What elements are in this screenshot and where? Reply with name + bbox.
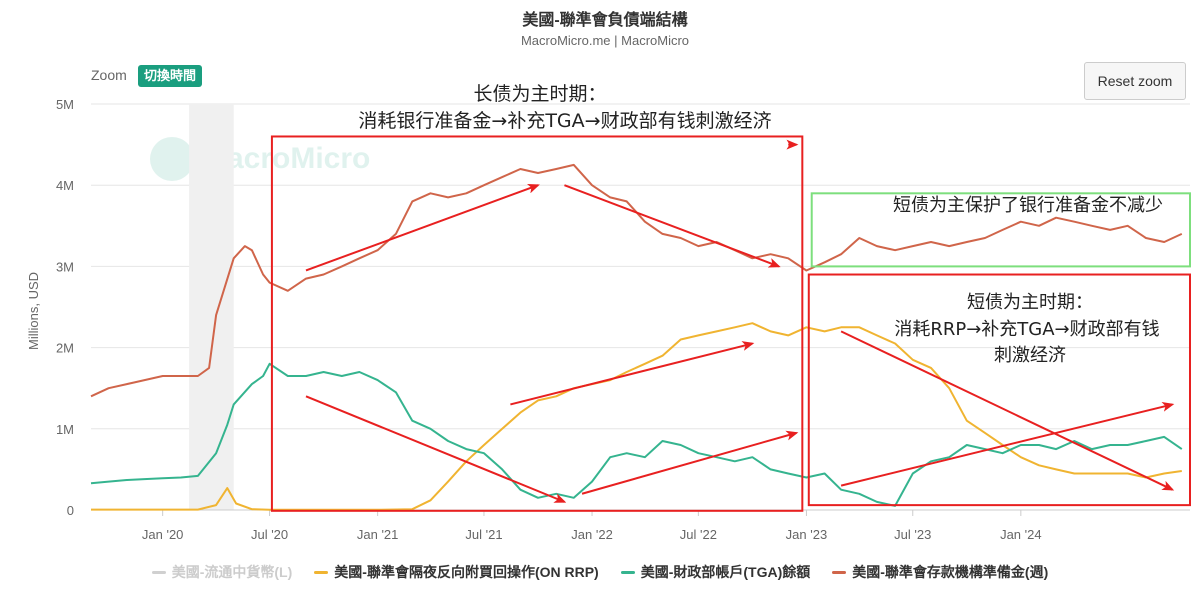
zoom-label: Zoom xyxy=(91,67,127,83)
x-tick-label: Jan '20 xyxy=(142,527,184,542)
x-tick-label: Jan '24 xyxy=(1000,527,1042,542)
x-tick-label: Jul '22 xyxy=(680,527,717,542)
legend-swatch xyxy=(620,570,635,574)
y-axis-ticks: 0 1M 2M 3M 4M 5M xyxy=(56,97,74,518)
y-tick-label: 0 xyxy=(67,503,74,518)
chart-title: 美國-聯準會負債端結構 xyxy=(522,12,688,29)
annotation-boxes xyxy=(270,135,1191,512)
recession-band xyxy=(189,104,234,510)
y-tick-label: 2M xyxy=(56,341,74,356)
annotation-arrow-1 xyxy=(564,184,781,268)
x-tick-label: Jul '21 xyxy=(465,527,502,542)
series-lines[interactable] xyxy=(90,163,1183,511)
y-tick-label: 1M xyxy=(56,422,74,437)
legend-label: 美國-聯準會隔夜反向附買回操作(ON RRP) xyxy=(334,564,599,580)
legend-swatch xyxy=(314,570,329,574)
x-tick-label: Jul '23 xyxy=(894,527,931,542)
legend-label: 美國-聯準會存款機構準備金(週) xyxy=(852,564,1049,580)
chart-subtitle: MacroMicro.me | MacroMicro xyxy=(520,33,690,48)
x-axis-ticks: Jan '20 Jul '20 Jan '21 Jul '21 Jan '22 Jul '… xyxy=(91,509,1190,542)
legend-label: 美國-財政部帳戶(TGA)餘額 xyxy=(640,564,811,580)
annotation-short-protect: 短债为主保护了银行准备金不减少 xyxy=(893,195,1163,216)
legend-swatch xyxy=(832,570,847,574)
legend-item-reserves[interactable]: 美國-聯準會存款機構準備金(週) xyxy=(832,562,1048,582)
chart-canvas: 0 1M 2M 3M 4M 5M Jan '20 Jul '20 Jan '21 Jul '21… xyxy=(56,97,1191,542)
annotation-arrow-3 xyxy=(581,430,799,495)
annotation-long-title: 长债为主时期： xyxy=(473,83,607,105)
legend-item-rrp[interactable]: 美國-聯準會隔夜反向附買回操作(ON RRP) xyxy=(314,562,599,582)
watermark-logo-icon xyxy=(150,137,194,181)
series-line-reserves xyxy=(90,163,1183,398)
annotation-arrow-2 xyxy=(305,395,567,503)
y-tick-label: 4M xyxy=(56,178,74,193)
annotation-arrows xyxy=(305,139,1175,503)
annotation-box-0 xyxy=(270,135,804,512)
x-tick-label: Jan '23 xyxy=(786,527,828,542)
y-tick-label: 3M xyxy=(56,259,74,274)
annotation-short-title: 短债为主时期： xyxy=(967,292,1093,313)
x-tick-label: Jul '20 xyxy=(251,527,288,542)
annotation-short-body1: 消耗RRP→补充TGA→财政部有钱 xyxy=(894,319,1160,340)
series-line-tga xyxy=(90,362,1183,507)
recession-band-rect xyxy=(189,104,234,510)
x-tick-label: Jan '22 xyxy=(571,527,613,542)
annotation-short-body2: 刺激经济 xyxy=(994,345,1066,366)
x-tick-label: Jan '21 xyxy=(357,527,399,542)
legend-item-currency[interactable]: 美國-流通中貨幣(L) xyxy=(151,562,293,582)
annotation-arrow-0 xyxy=(305,183,540,272)
annotation-arrow-5 xyxy=(840,330,1175,491)
legend-swatch xyxy=(151,570,166,574)
annotation-long-body: 消耗银行准备金→补充TGA→财政部有钱刺激经济 xyxy=(358,110,772,132)
annotation-arrow-4 xyxy=(510,341,755,406)
legend-label: 美國-流通中貨幣(L) xyxy=(171,564,293,580)
y-tick-label: 5M xyxy=(56,97,74,112)
legend-item-tga[interactable]: 美國-財政部帳戶(TGA)餘額 xyxy=(620,562,811,582)
legend: 美國-流通中貨幣(L) 美國-聯準會隔夜反向附買回操作(ON RRP) 美國-財政部… xyxy=(0,562,1200,582)
series-line-rrp xyxy=(91,322,1182,511)
switch-time-button[interactable]: 切換時間 xyxy=(138,65,203,87)
annotation-box-2 xyxy=(807,273,1191,507)
reset-zoom-button[interactable]: Reset zoom xyxy=(1084,62,1186,100)
annotation-arrow-6 xyxy=(840,401,1175,487)
annotation-box-1 xyxy=(810,192,1191,268)
